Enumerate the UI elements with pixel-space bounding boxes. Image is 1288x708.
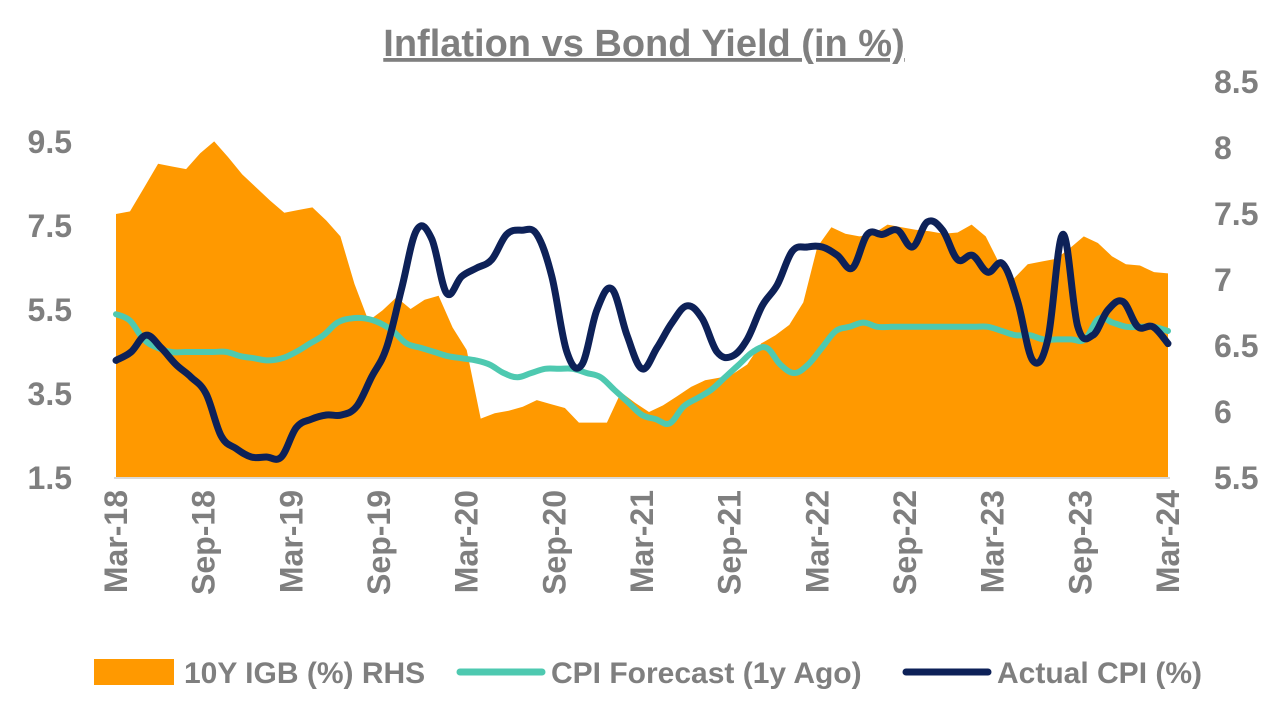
x-tick-label: Mar-23 — [975, 490, 1011, 593]
y-left-tick-label: 1.5 — [28, 460, 72, 496]
legend-swatch-igb — [94, 659, 174, 685]
y-right-tick-label: 7.5 — [1214, 196, 1258, 232]
legend-label-igb: 10Y IGB (%) RHS — [184, 657, 425, 690]
x-tick-label: Sep-20 — [536, 490, 572, 595]
y-right-tick-label: 5.5 — [1214, 460, 1258, 496]
x-tick-label: Mar-21 — [624, 490, 660, 593]
y-left-tick-label: 9.5 — [28, 124, 72, 160]
x-tick-label: Mar-24 — [1150, 490, 1186, 593]
x-tick-label: Sep-18 — [186, 490, 222, 595]
line-layer — [112, 217, 1172, 463]
legend-label-cpi-forecast: CPI Forecast (1y Ago) — [551, 657, 862, 690]
x-tick-label: Sep-19 — [361, 490, 397, 595]
x-tick-label: Mar-19 — [273, 490, 309, 593]
x-tick-label: Mar-18 — [98, 490, 134, 593]
y-right-tick-label: 7 — [1214, 262, 1232, 298]
y-left-tick-label: 7.5 — [28, 208, 72, 244]
y-right-tick-label: 8.5 — [1214, 64, 1258, 100]
x-tick-label: Mar-20 — [449, 490, 485, 593]
y-right-tick-label: 8 — [1214, 130, 1232, 166]
legend-label-actual-cpi: Actual CPI (%) — [997, 657, 1202, 690]
tick-layer: 9.5 7.5 5.5 3.5 1.5 8.5 8 7.5 7 6.5 6 5.5 Mar-18 Sep-… — [28, 64, 1259, 595]
x-tick-label: Sep-21 — [712, 490, 748, 595]
y-left-tick-label: 3.5 — [28, 376, 72, 412]
series-area-10y-igb — [116, 141, 1168, 478]
series-line-actual-cpi — [112, 217, 1172, 463]
y-left-tick-label: 5.5 — [28, 292, 72, 328]
legend: 10Y IGB (%) RHS CPI Forecast (1y Ago) Actu… — [94, 657, 1202, 690]
x-tick-label: Mar-22 — [799, 490, 835, 593]
y-right-tick-label: 6.5 — [1214, 328, 1258, 364]
chart-title: Inflation vs Bond Yield (in %) — [383, 23, 904, 65]
series-line-cpi-forecast — [113, 311, 1171, 427]
y-right-tick-label: 6 — [1214, 394, 1232, 430]
x-tick-label: Sep-23 — [1062, 490, 1098, 595]
x-tick-label: Sep-22 — [887, 490, 923, 595]
area-layer — [116, 141, 1168, 478]
